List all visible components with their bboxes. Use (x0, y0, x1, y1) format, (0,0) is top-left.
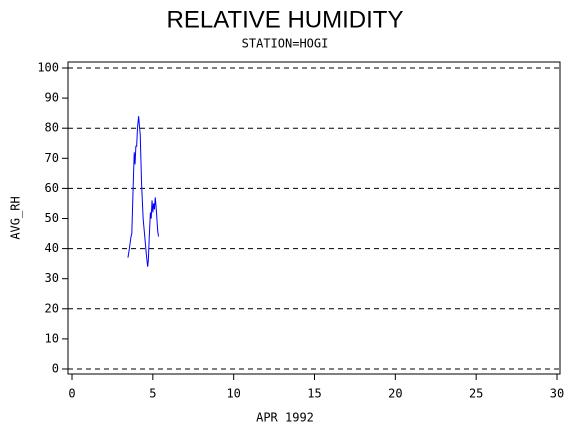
x-tick-label: 10 (226, 387, 240, 401)
x-tick-label: 30 (550, 387, 564, 401)
y-tick-label: 100 (37, 61, 59, 75)
y-tick-label: 40 (45, 241, 59, 255)
x-axis-label: APR 1992 (256, 411, 314, 425)
data-line (127, 116, 159, 267)
y-tick-label: 90 (45, 91, 59, 105)
x-tick-label: 5 (149, 387, 156, 401)
y-tick-label: 0 (52, 362, 59, 376)
y-tick-label: 70 (45, 151, 59, 165)
x-tick-label: 20 (388, 387, 402, 401)
x-tick-label: 0 (68, 387, 75, 401)
y-tick-label: 30 (45, 271, 59, 285)
x-tick-label: 25 (469, 387, 483, 401)
y-tick-label: 80 (45, 121, 59, 135)
y-tick-label: 60 (45, 181, 59, 195)
y-tick-label: 20 (45, 301, 59, 315)
chart-title: RELATIVE HUMIDITY (167, 6, 404, 33)
plot-frame (67, 61, 561, 375)
y-axis-label: AVG_RH (9, 196, 23, 239)
y-tick-label: 50 (45, 211, 59, 225)
chart-subtitle: STATION=HOGI (242, 37, 329, 51)
x-tick-label: 15 (307, 387, 321, 401)
y-tick-label: 10 (45, 331, 59, 345)
